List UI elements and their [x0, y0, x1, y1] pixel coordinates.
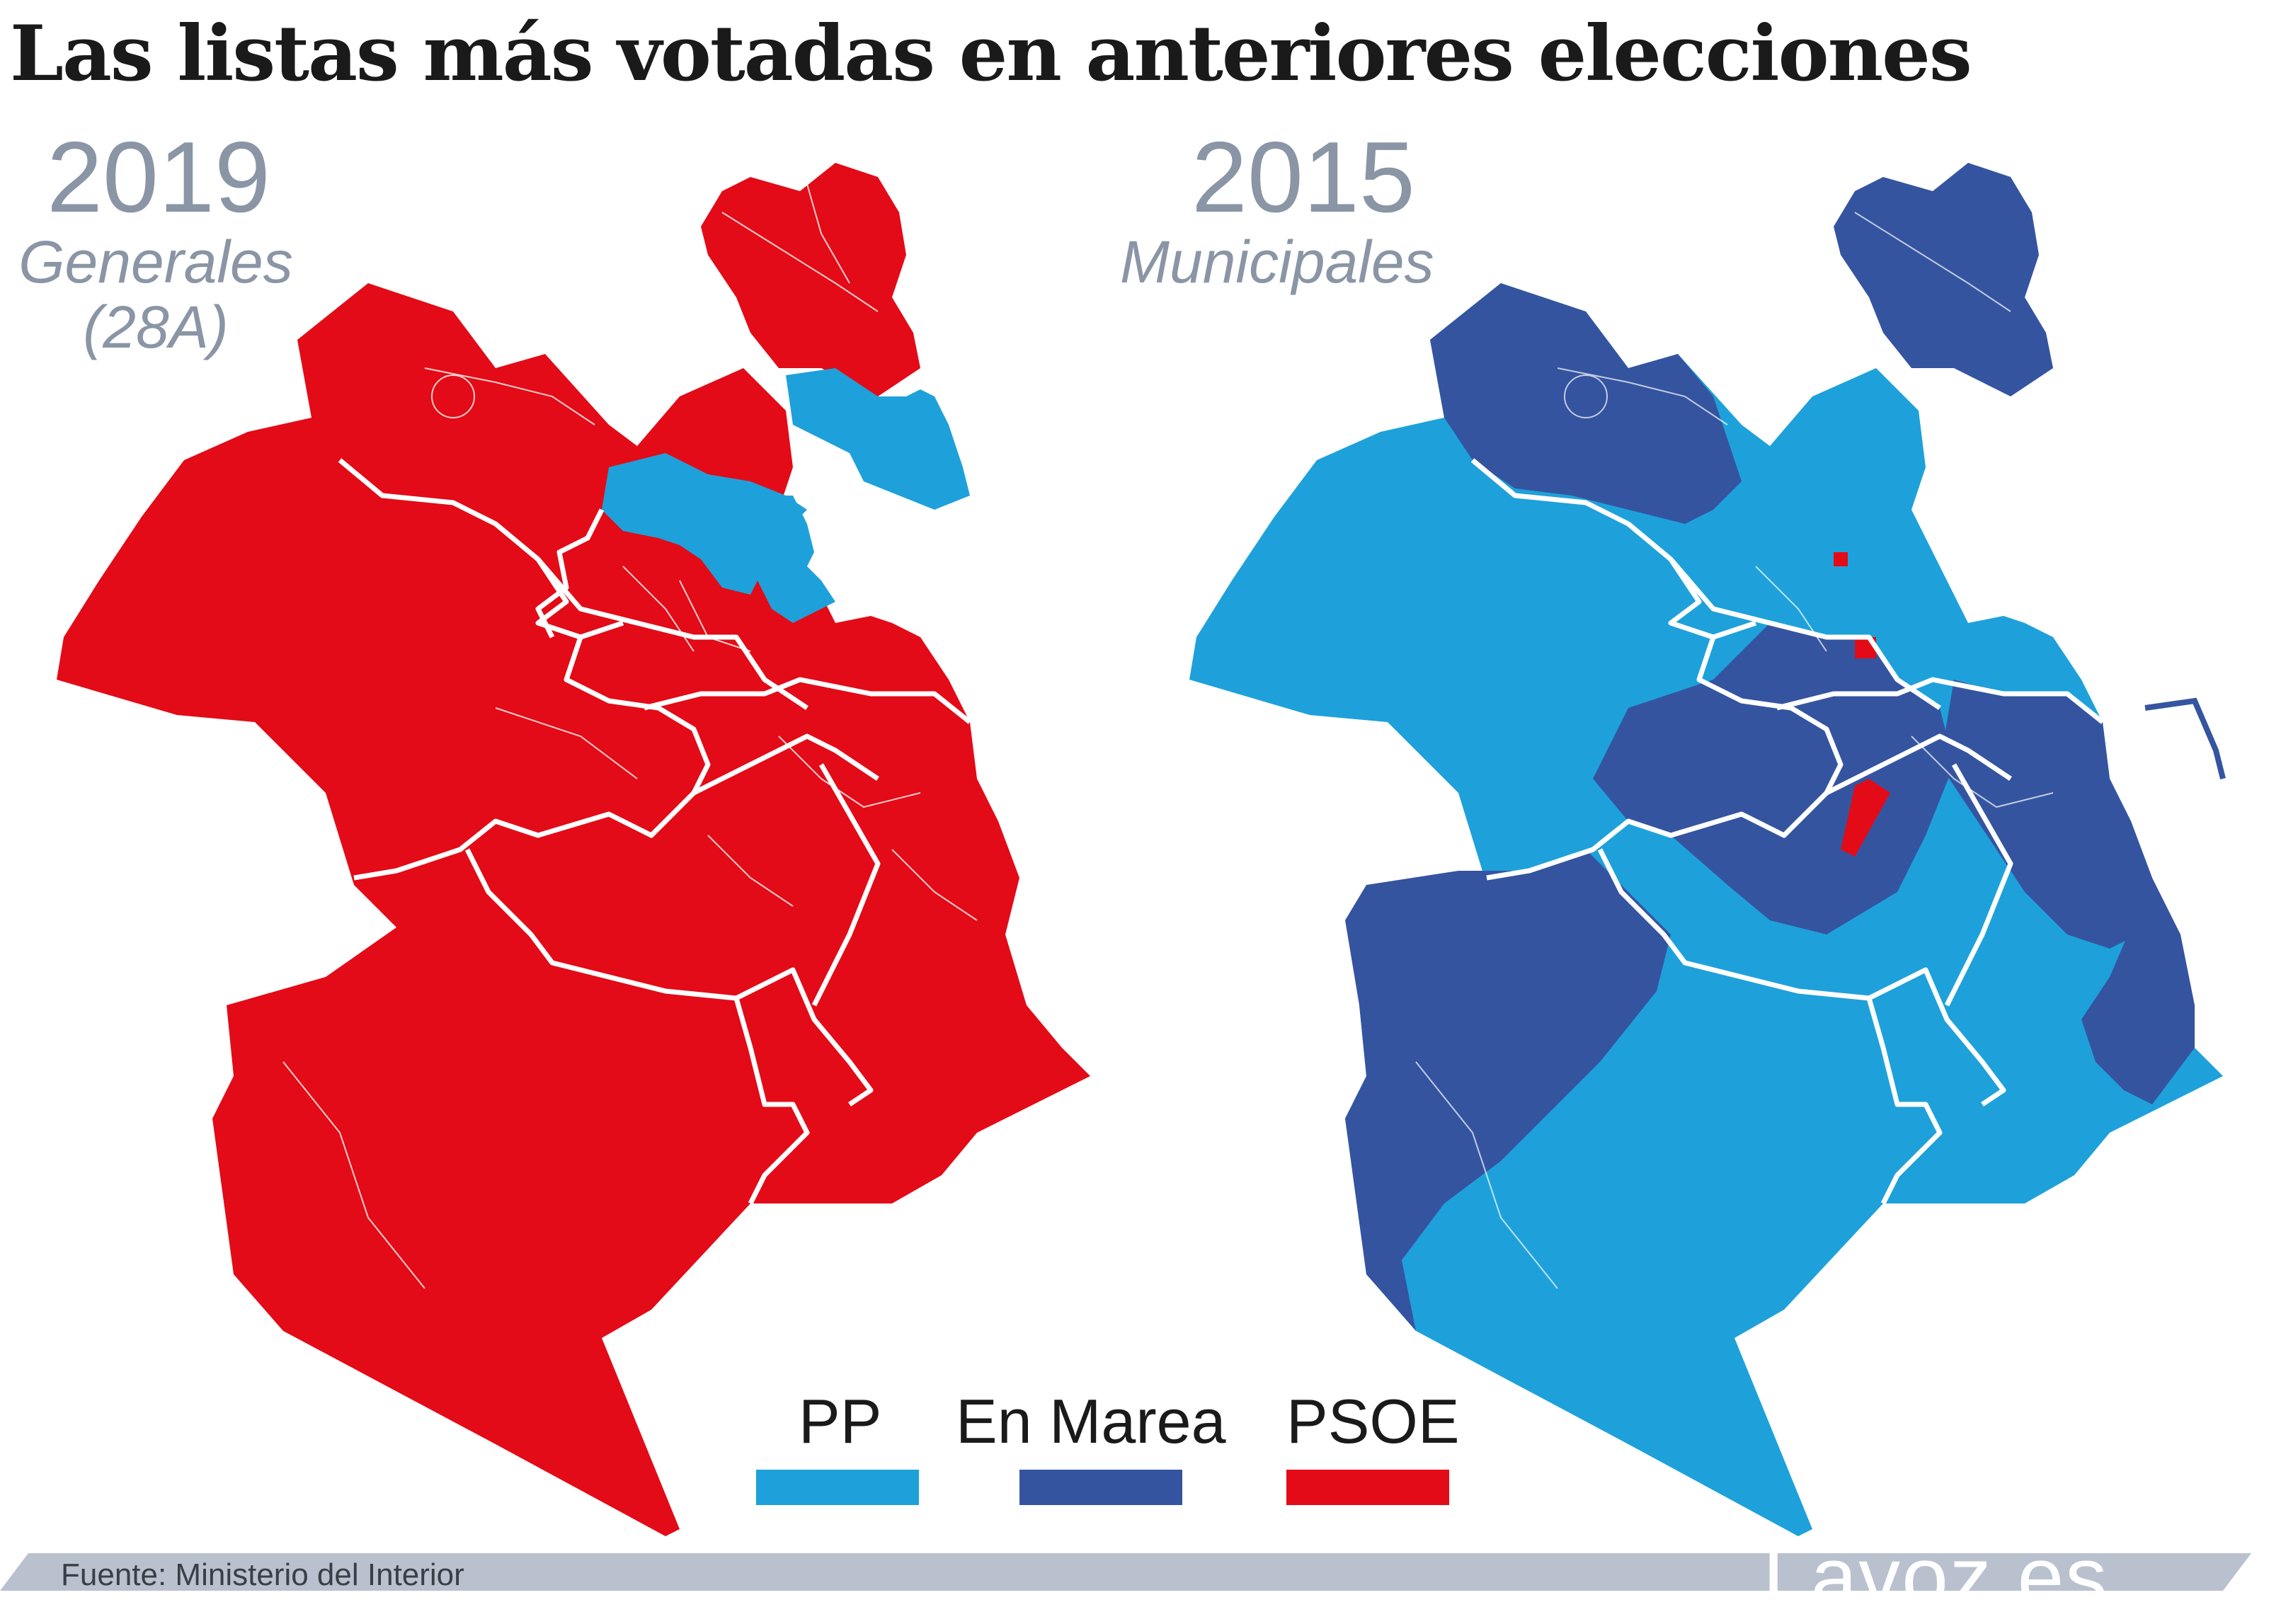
map-2015-breakwater: [2144, 697, 2226, 779]
brand-logo: Lavoz.es: [1763, 1531, 2109, 1624]
map-2015-se-district: [2081, 878, 2195, 1104]
map-2019-district-borders: [338, 458, 972, 1205]
map-2015-nw-district: [1430, 283, 1742, 524]
map-2019-pp-port: [786, 368, 970, 510]
map-2015-district-borders: [1470, 458, 2105, 1205]
map-2015-psoe-spot-1: [1834, 552, 1848, 566]
legend-label-psoe: PSOE: [1286, 1386, 1460, 1456]
map-2019-subtitle-line1: Generales: [18, 229, 293, 295]
map-2019-subtitle: Generales (28A): [7, 229, 304, 360]
map-2019-inner-streets: [282, 183, 978, 1289]
legend-swatch-psoe: [1286, 1470, 1449, 1505]
map-2015-center-district: [1593, 623, 1954, 934]
map-2019-territory: [57, 283, 1090, 1536]
map-2015-sw-district: [1345, 850, 1671, 1331]
page-title: Las listas más votadas en anteriores ele…: [10, 9, 1972, 98]
map-2015-inner-streets: [1415, 212, 2054, 1289]
map-2019-pp-east: [750, 496, 835, 623]
legend-label-en-marea: En Marea: [956, 1386, 1226, 1456]
map-2019: [57, 163, 1090, 1536]
map-2015-north-peninsula: [1834, 163, 2053, 396]
legend-swatch-en-marea: [1019, 1470, 1182, 1505]
map-2015-subtitle-line1: Municipales: [1120, 229, 1434, 295]
footer-bar: [0, 1553, 2251, 1591]
map-2015-subtitle: Municipales: [1120, 229, 1488, 295]
legend-swatch-pp: [756, 1470, 919, 1505]
map-2015-psoe-spot-3: [1841, 779, 1890, 857]
map-2019-year: 2019: [47, 121, 270, 234]
map-2019-north-peninsula: [701, 163, 920, 396]
map-2015: [1189, 163, 2226, 1536]
legend-label-pp: PP: [799, 1386, 882, 1456]
source-note: Fuente: Ministerio del Interior: [61, 1557, 464, 1592]
map-2015-territory: [1189, 283, 2223, 1536]
map-2015-east-district: [1940, 680, 2152, 949]
map-2015-year: 2015: [1191, 121, 1415, 234]
map-2019-subtitle-line2: (28A): [83, 294, 229, 360]
